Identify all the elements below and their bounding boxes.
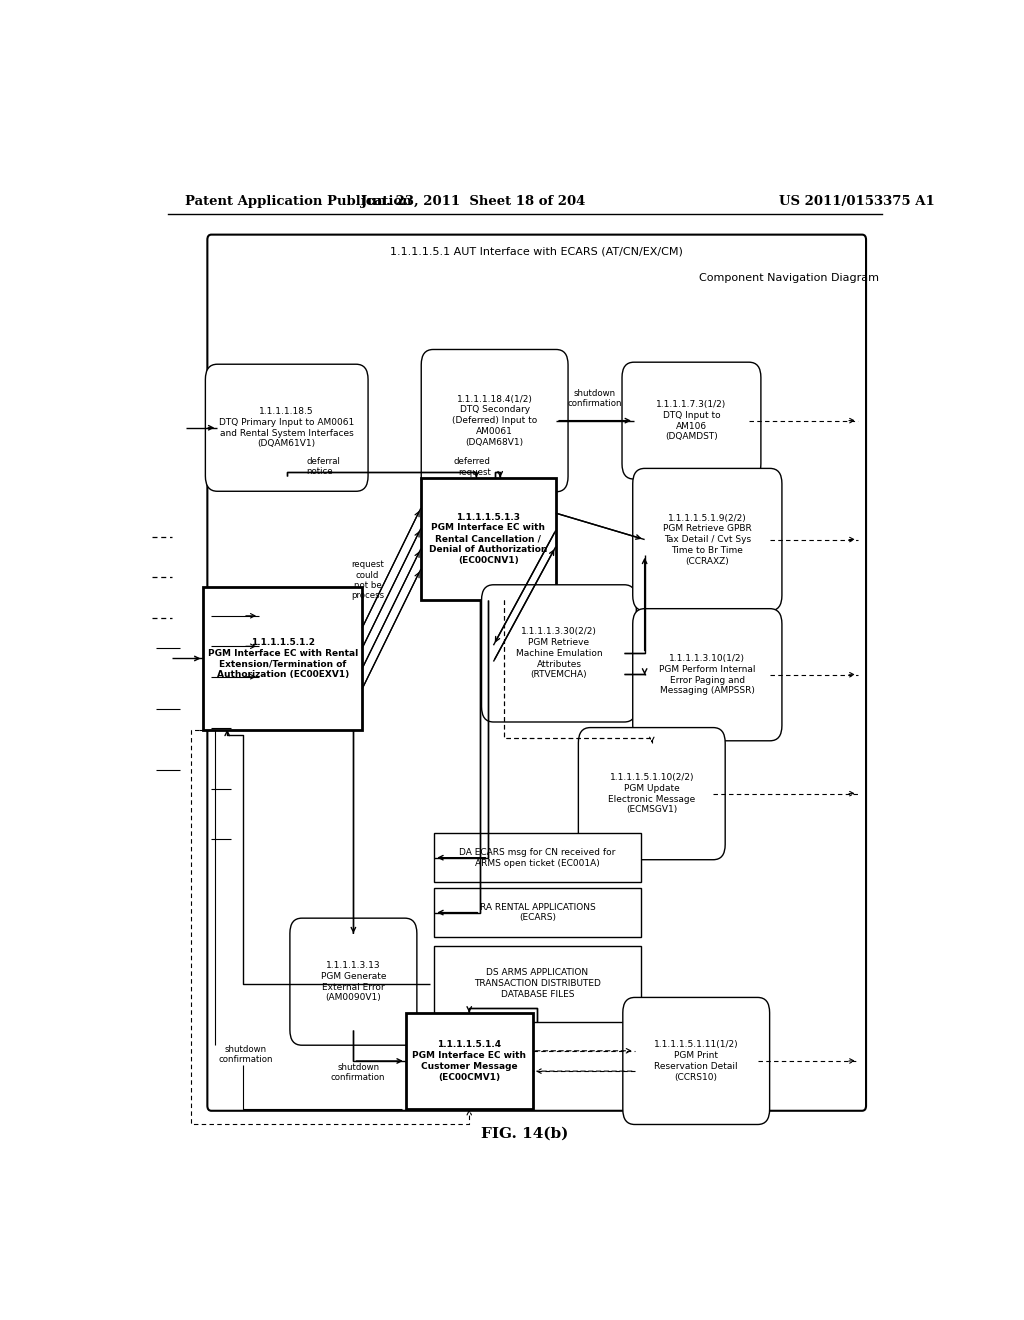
FancyBboxPatch shape [434, 945, 641, 1022]
Text: 1.1.1.1.3.30(2/2)
PGM Retrieve
Machine Emulation
Attributes
(RTVEMCHA): 1.1.1.1.3.30(2/2) PGM Retrieve Machine E… [516, 627, 602, 680]
Text: 1.1.1.1.3.13
PGM Generate
External Error
(AM0090V1): 1.1.1.1.3.13 PGM Generate External Error… [321, 961, 386, 1002]
FancyBboxPatch shape [434, 888, 641, 937]
Text: DA ECARS msg for CN received for
ARMS open ticket (EC001A): DA ECARS msg for CN received for ARMS op… [460, 847, 615, 867]
Text: FIG. 14(b): FIG. 14(b) [481, 1127, 568, 1142]
FancyBboxPatch shape [290, 919, 417, 1045]
Text: request
could
not be
process: request could not be process [351, 560, 384, 601]
FancyBboxPatch shape [421, 478, 556, 599]
Text: DS ARMS APPLICATION
TRANSACTION DISTRIBUTED
DATABASE FILES: DS ARMS APPLICATION TRANSACTION DISTRIBU… [474, 969, 601, 999]
Text: shutdown
confirmation: shutdown confirmation [218, 1044, 272, 1064]
FancyBboxPatch shape [421, 350, 568, 492]
Text: 1.1.1.1.18.5
DTQ Primary Input to AM0061
and Rental System Interfaces
(DQAM61V1): 1.1.1.1.18.5 DTQ Primary Input to AM0061… [219, 407, 354, 449]
FancyBboxPatch shape [206, 364, 368, 491]
Text: 1.1.1.1.5.1.2
PGM Interface EC with Rental
Extension/Termination of
Authorizatio: 1.1.1.1.5.1.2 PGM Interface EC with Rent… [208, 638, 357, 678]
Text: 1.1.1.1.3.10(1/2)
PGM Perform Internal
Error Paging and
Messaging (AMPSSR): 1.1.1.1.3.10(1/2) PGM Perform Internal E… [659, 655, 756, 696]
Text: US 2011/0153375 A1: US 2011/0153375 A1 [778, 194, 935, 207]
FancyBboxPatch shape [633, 609, 782, 741]
Text: 1.1.1.1.5.1 AUT Interface with ECARS (AT/CN/EX/CM): 1.1.1.1.5.1 AUT Interface with ECARS (AT… [390, 247, 683, 257]
Text: 1.1.1.1.5.1.3
PGM Interface EC with
Rental Cancellation /
Denial of Authorizatio: 1.1.1.1.5.1.3 PGM Interface EC with Rent… [429, 512, 548, 565]
Text: 1.1.1.1.7.3(1/2)
DTQ Input to
AM106
(DQAMDST): 1.1.1.1.7.3(1/2) DTQ Input to AM106 (DQA… [656, 400, 727, 441]
FancyBboxPatch shape [207, 235, 866, 1110]
FancyBboxPatch shape [481, 585, 636, 722]
Text: deferral
notice: deferral notice [306, 457, 340, 477]
FancyBboxPatch shape [434, 833, 641, 882]
Text: Patent Application Publication: Patent Application Publication [185, 194, 412, 207]
Text: 1.1.1.1.18.4(1/2)
DTQ Secondary
(Deferred) Input to
AM0061
(DQAM68V1): 1.1.1.1.18.4(1/2) DTQ Secondary (Deferre… [452, 395, 538, 446]
Text: 1.1.1.1.5.1.4
PGM Interface EC with
Customer Message
(EC00CMV1): 1.1.1.1.5.1.4 PGM Interface EC with Cust… [413, 1040, 526, 1081]
Text: shutdown
confirmation: shutdown confirmation [567, 389, 623, 408]
Text: RA RENTAL APPLICATIONS
(ECARS): RA RENTAL APPLICATIONS (ECARS) [479, 903, 595, 923]
Text: 1.1.1.1.5.1.10(2/2)
PGM Update
Electronic Message
(ECMSGV1): 1.1.1.1.5.1.10(2/2) PGM Update Electroni… [608, 774, 695, 814]
FancyBboxPatch shape [622, 362, 761, 479]
Text: 1.1.1.1.5.1.9(2/2)
PGM Retrieve GPBR
Tax Detail / Cvt Sys
Time to Br Time
(CCRAX: 1.1.1.1.5.1.9(2/2) PGM Retrieve GPBR Tax… [663, 513, 752, 565]
Text: Jun. 23, 2011  Sheet 18 of 204: Jun. 23, 2011 Sheet 18 of 204 [361, 194, 586, 207]
FancyBboxPatch shape [204, 587, 362, 730]
FancyBboxPatch shape [633, 469, 782, 611]
Text: 1.1.1.1.5.1.11(1/2)
PGM Print
Reservation Detail
(CCRS10): 1.1.1.1.5.1.11(1/2) PGM Print Reservatio… [654, 1040, 738, 1081]
Text: deferred
request: deferred request [454, 457, 490, 477]
FancyBboxPatch shape [623, 998, 770, 1125]
FancyBboxPatch shape [406, 1012, 532, 1109]
Text: Component Navigation Diagram: Component Navigation Diagram [699, 273, 880, 284]
Text: shutdown
confirmation: shutdown confirmation [331, 1063, 385, 1082]
FancyBboxPatch shape [579, 727, 725, 859]
